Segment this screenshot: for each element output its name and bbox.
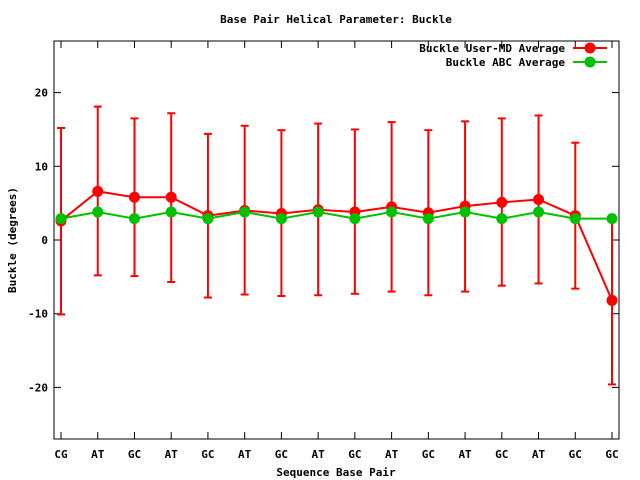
x-tick-label: GC [275, 448, 288, 461]
y-tick-label: -20 [28, 381, 48, 394]
x-tick-label: GC [128, 448, 141, 461]
data-point [275, 213, 287, 225]
legend-label: Buckle User-MD Average [419, 42, 565, 55]
legend-swatch-point [584, 42, 596, 54]
y-tick-label: -10 [28, 308, 48, 321]
x-tick-label: GC [569, 448, 582, 461]
legend-label: Buckle ABC Average [446, 56, 566, 69]
x-tick-label: CG [54, 448, 68, 461]
x-tick-label: GC [422, 448, 435, 461]
data-point [569, 213, 581, 225]
x-tick-label: AT [532, 448, 546, 461]
data-point [496, 213, 508, 225]
y-tick-label: 0 [41, 234, 48, 247]
x-axis-label: Sequence Base Pair [276, 466, 396, 479]
data-point [92, 185, 104, 197]
series-user-md [55, 105, 618, 386]
data-point [55, 213, 67, 225]
x-tick-label: GC [495, 448, 508, 461]
data-point [202, 213, 214, 225]
x-tick-label: GC [348, 448, 361, 461]
x-axis: CG AT GC AT GC AT GC AT GC AT GC AT GC AT GC GC [54, 41, 619, 461]
x-tick-label: AT [238, 448, 252, 461]
data-point [533, 193, 545, 205]
data-point [128, 191, 140, 203]
series-abc [55, 206, 618, 225]
chart-title: Base Pair Helical Parameter: Buckle [220, 13, 452, 26]
y-axis-label: Buckle (degrees) [6, 187, 19, 293]
x-tick-label: AT [385, 448, 399, 461]
series-line [60, 210, 612, 220]
x-tick-label: AT [165, 448, 179, 461]
data-point [606, 213, 618, 225]
data-point [165, 206, 177, 218]
y-tick-label: 20 [35, 87, 48, 100]
data-point [349, 213, 361, 225]
data-point [239, 206, 251, 218]
x-tick-label: AT [312, 448, 326, 461]
series-layer [55, 105, 618, 386]
data-point [312, 206, 324, 218]
y-tick-label: 10 [35, 160, 48, 173]
x-tick-label: AT [458, 448, 472, 461]
data-point [92, 206, 104, 218]
data-point [422, 213, 434, 225]
y-axis: -20 -10 0 10 20 [28, 87, 619, 394]
x-tick-label: GC [201, 448, 214, 461]
series-line [60, 190, 613, 301]
x-tick-label: GC [605, 448, 618, 461]
data-point [533, 206, 545, 218]
data-point [386, 206, 398, 218]
data-point [165, 191, 177, 203]
data-point [459, 206, 471, 218]
data-point [606, 294, 618, 306]
data-point [128, 213, 140, 225]
x-tick-label: AT [91, 448, 105, 461]
legend-swatch-point [584, 56, 596, 68]
data-point [496, 196, 508, 208]
plot-frame [53, 40, 620, 440]
